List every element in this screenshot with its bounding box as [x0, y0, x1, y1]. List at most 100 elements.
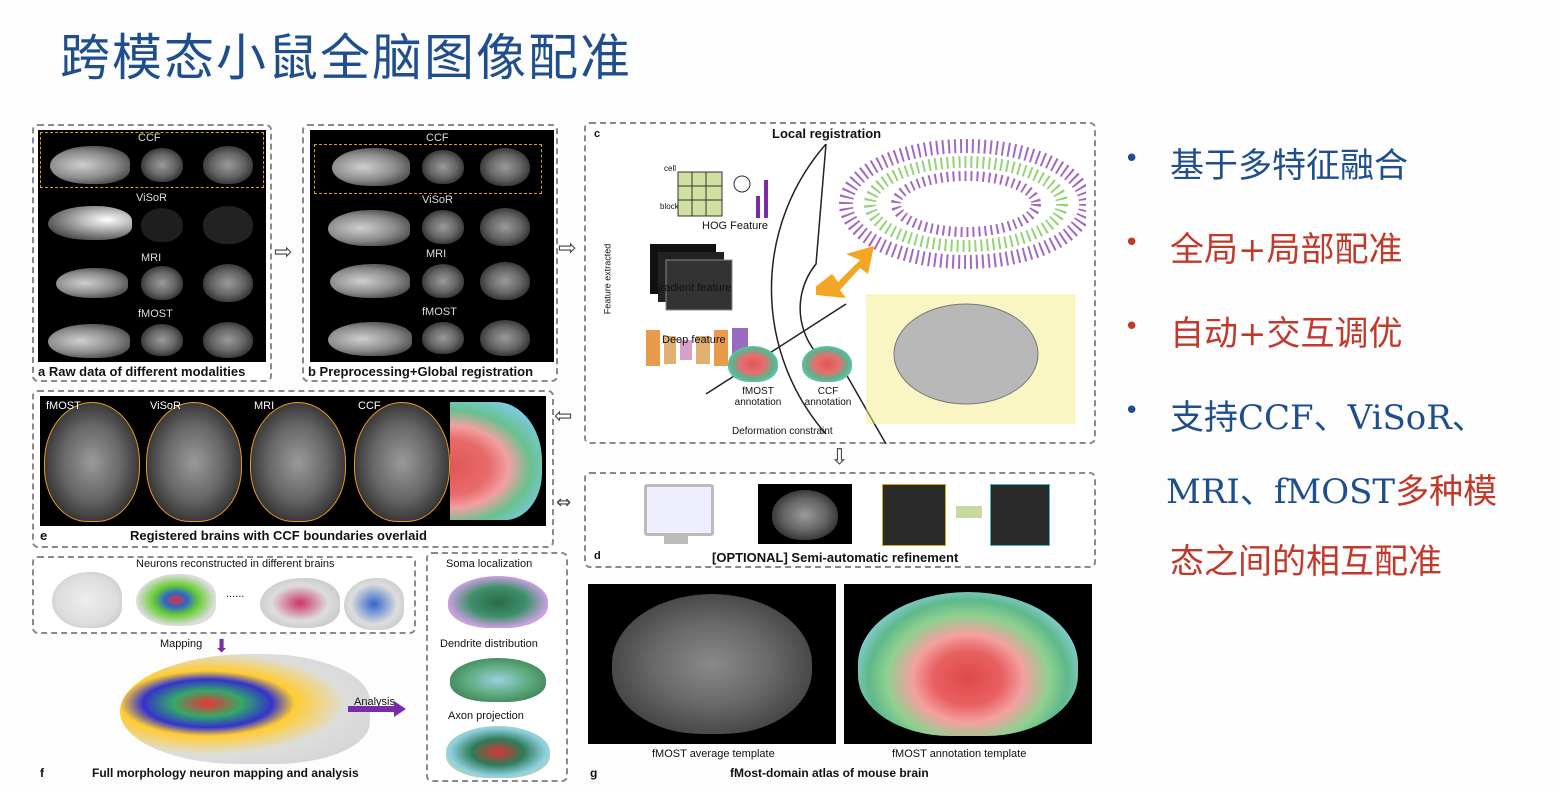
panel-c-title: Local registration: [772, 126, 882, 141]
row-label-ccf: CCF: [138, 132, 161, 144]
panel-e-caption: Registered brains with CCF boundaries ov…: [130, 528, 427, 543]
sagittal-mri: [56, 268, 128, 298]
bullet-list: • 基于多特征融合 • 全局+局部配准 • 自动+交互调优 • 支持CCF、Vi…: [1116, 130, 1546, 590]
fmost-annotation-template: [844, 584, 1092, 744]
label-mri: MRI: [254, 400, 275, 412]
refinement-brain-image: [758, 484, 852, 544]
sagittal-ccf: [332, 148, 410, 186]
monitor-stand: [664, 534, 688, 544]
panel-f-caption: Full morphology neuron mapping and analy…: [92, 766, 359, 780]
zoom-before: [882, 484, 946, 546]
coronal-fmost-1: [141, 324, 183, 356]
fmost-annotation-label: fMOST annotation: [734, 386, 782, 408]
panel-f-right: Soma localization Dendrite distribution …: [426, 552, 568, 782]
point-cloud-diagram: [816, 139, 1086, 424]
coronal-fmost-1: [422, 322, 464, 354]
panel-b: CCF ViSoR MRI fMOST b Preprocessing+Glob…: [302, 124, 558, 382]
axon-brain: [446, 726, 550, 778]
row-label-ccf: CCF: [426, 132, 449, 144]
panel-d-caption: [OPTIONAL] Semi-automatic refinement: [712, 550, 959, 565]
label-ccf: CCF: [358, 400, 381, 412]
hog-feature-label: HOG Feature: [702, 220, 769, 232]
panel-a-image: CCF ViSoR MRI fMOST: [38, 130, 266, 362]
page-title: 跨模态小鼠全脑图像配准: [60, 29, 632, 87]
ccf-annotation-half: [450, 402, 542, 520]
block-label: block: [660, 202, 679, 211]
row-label-visor: ViSoR: [136, 192, 167, 204]
panel-b-image: CCF ViSoR MRI fMOST: [310, 130, 554, 362]
panel-b-caption: b Preprocessing+Global registration: [308, 364, 534, 379]
refinement-brain: [772, 490, 838, 540]
bullet-1: 基于多特征融合: [1170, 146, 1408, 186]
deep-feature-label: Deep feature: [662, 334, 726, 346]
mapped-neurons-brain: [120, 654, 370, 764]
panel-g-letter: g: [590, 766, 598, 780]
neuron-brain-3: [260, 578, 340, 628]
coronal-visor-2: [480, 208, 530, 246]
gradient-feature-label: Gradient feature: [652, 282, 732, 294]
ccf-annotation-brain: [802, 346, 852, 382]
coronal-fmost-2: [203, 322, 253, 358]
soma-label: Soma localization: [446, 558, 533, 570]
registered-ccf-brain: [354, 402, 450, 522]
bullet-dot-2: •: [1124, 228, 1140, 258]
arrow-c-to-d-icon: ⇨: [826, 447, 852, 466]
feature-extracted-label: Feature extracted: [602, 243, 613, 315]
row-label-fmost: fMOST: [422, 306, 457, 318]
label-visor: ViSoR: [150, 400, 181, 412]
sagittal-mri: [330, 264, 410, 298]
avg-template-label: fMOST average template: [652, 748, 775, 760]
bullet-2: 全局+局部配准: [1170, 230, 1403, 270]
bullet-4: 支持CCF、ViSoR、: [1170, 398, 1486, 438]
dendrite-label: Dendrite distribution: [440, 638, 538, 650]
arrow-b-to-c-icon: ⇨: [558, 236, 577, 261]
annotation-template-brain: [858, 592, 1078, 736]
fmost-average-template: [588, 584, 836, 744]
neurons-title: Neurons reconstructed in different brain…: [136, 558, 335, 570]
row-label-mri: MRI: [426, 248, 447, 260]
ccf-highlight-box: [314, 144, 542, 194]
coronal-visor-2: [203, 206, 253, 244]
monitor-icon: [644, 484, 714, 536]
coronal-ccf-2: [203, 146, 253, 184]
axon-label: Axon projection: [448, 710, 524, 722]
registered-visor-brain: [146, 402, 242, 522]
coronal-mri-1: [422, 264, 464, 298]
panel-c: c Local registration HOG Feature cell bl…: [584, 122, 1096, 444]
coronal-mri-1: [141, 266, 183, 300]
registered-mri-brain: [250, 402, 346, 522]
bullet-dot-3: •: [1124, 312, 1140, 342]
mapping-label: Mapping: [160, 638, 203, 650]
label-fmost: fMOST: [46, 400, 81, 412]
bullet-4-line-2-blue: MRI、fMOST: [1166, 472, 1396, 512]
neuron-brain-4: [344, 578, 404, 630]
ccf-highlight-box: [40, 132, 264, 188]
panel-f-top: Neurons reconstructed in different brain…: [32, 556, 416, 634]
row-label-mri: MRI: [141, 252, 162, 264]
coronal-ccf-2: [480, 148, 530, 186]
coronal-visor-1: [141, 208, 183, 242]
panel-d: d [OPTIONAL] Semi-automatic refinement: [584, 472, 1096, 568]
row-label-fmost: fMOST: [138, 308, 173, 320]
coronal-mri-2: [203, 264, 253, 302]
average-template-brain: [612, 594, 812, 734]
sagittal-visor: [48, 206, 132, 240]
arrow-a-to-b-icon: ⇨: [274, 240, 293, 265]
neuron-brain-1: [52, 572, 122, 628]
analysis-arrow-head-icon: [394, 701, 406, 717]
annot-template-label: fMOST annotation template: [892, 748, 1027, 760]
panel-g-caption: fMost-domain atlas of mouse brain: [730, 766, 929, 780]
neuron-brain-2: [136, 574, 216, 626]
registered-fmost-brain: [44, 402, 140, 522]
bullet-4-line-2-red: 多种模: [1395, 472, 1498, 512]
panel-e-image: fMOST ViSoR MRI CCF: [40, 396, 546, 526]
panel-d-letter: d: [594, 550, 601, 562]
bullet-3: 自动+交互调优: [1170, 314, 1403, 354]
row-label-visor: ViSoR: [422, 194, 453, 206]
bullet-dot-1: •: [1124, 144, 1140, 174]
sagittal-fmost: [328, 322, 412, 356]
panel-e: fMOST ViSoR MRI CCF e Registered brains …: [32, 390, 554, 548]
sagittal-visor: [328, 210, 410, 246]
dendrite-brain: [450, 658, 546, 702]
coronal-visor-1: [422, 210, 464, 244]
